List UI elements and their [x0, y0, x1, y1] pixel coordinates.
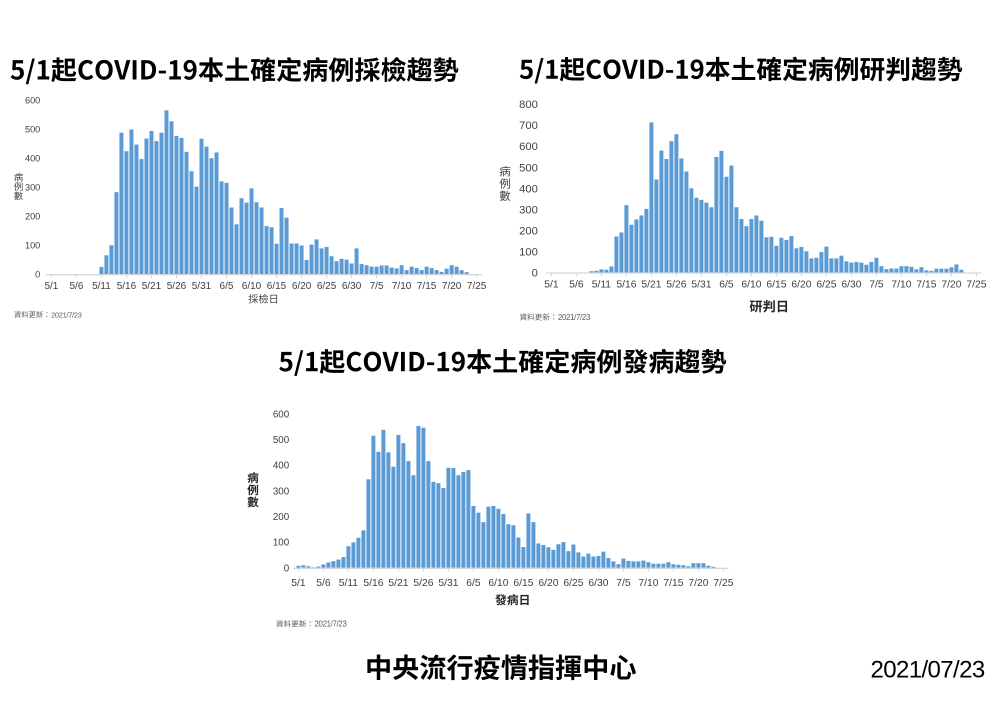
- svg-text:200: 200: [519, 225, 538, 237]
- svg-text:6/25: 6/25: [816, 279, 836, 290]
- svg-text:800: 800: [519, 99, 538, 111]
- svg-text:100: 100: [519, 246, 538, 258]
- svg-text:7/10: 7/10: [891, 279, 911, 290]
- svg-text:7/15: 7/15: [417, 281, 437, 292]
- svg-text:7/20: 7/20: [941, 279, 961, 290]
- svg-text:5/1: 5/1: [291, 578, 306, 589]
- svg-text:6/15: 6/15: [513, 578, 533, 589]
- svg-text:6/5: 6/5: [466, 578, 481, 589]
- svg-text:700: 700: [519, 120, 538, 132]
- svg-text:400: 400: [519, 183, 538, 195]
- svg-text:6/25: 6/25: [317, 281, 337, 292]
- svg-text:5/21: 5/21: [388, 578, 408, 589]
- svg-text:6/30: 6/30: [588, 578, 608, 589]
- svg-text:400: 400: [25, 154, 40, 164]
- svg-text:5/16: 5/16: [117, 281, 137, 292]
- svg-text:5/1: 5/1: [544, 279, 559, 290]
- svg-text:5/1: 5/1: [44, 281, 58, 292]
- svg-text:7/5: 7/5: [370, 281, 384, 292]
- svg-text:7/10: 7/10: [392, 281, 412, 292]
- svg-text:5/6: 5/6: [69, 281, 83, 292]
- svg-text:200: 200: [25, 212, 40, 222]
- svg-text:5/11: 5/11: [92, 281, 111, 292]
- svg-text:6/15: 6/15: [267, 281, 287, 292]
- svg-text:5/26: 5/26: [167, 281, 187, 292]
- svg-text:7/20: 7/20: [442, 281, 462, 292]
- svg-text:7/20: 7/20: [688, 578, 708, 589]
- svg-text:2021/7/23: 2021/7/23: [51, 310, 82, 319]
- svg-text:6/30: 6/30: [342, 281, 362, 292]
- svg-text:6/5: 6/5: [220, 281, 234, 292]
- svg-text:5/21: 5/21: [641, 279, 661, 290]
- svg-text:5/31: 5/31: [192, 281, 212, 292]
- svg-text:500: 500: [519, 162, 538, 174]
- svg-text:2021/7/23: 2021/7/23: [315, 620, 347, 629]
- svg-text:600: 600: [273, 409, 290, 420]
- svg-text:7/25: 7/25: [467, 281, 487, 292]
- svg-text:6/20: 6/20: [538, 578, 558, 589]
- svg-text:6/10: 6/10: [488, 578, 508, 589]
- svg-text:6/15: 6/15: [766, 279, 786, 290]
- svg-text:7/5: 7/5: [869, 279, 884, 290]
- svg-text:400: 400: [273, 461, 290, 472]
- svg-text:5/31: 5/31: [691, 279, 711, 290]
- svg-text:6/10: 6/10: [242, 281, 262, 292]
- svg-text:500: 500: [25, 125, 40, 135]
- svg-text:5/16: 5/16: [363, 578, 383, 589]
- svg-text:5/16: 5/16: [616, 279, 636, 290]
- svg-text:6/20: 6/20: [292, 281, 312, 292]
- svg-text:5/11: 5/11: [339, 578, 359, 589]
- svg-text:0: 0: [532, 268, 538, 280]
- svg-text:0: 0: [35, 270, 40, 280]
- svg-text:100: 100: [273, 538, 290, 549]
- svg-text:6/30: 6/30: [841, 279, 861, 290]
- svg-text:7/25: 7/25: [966, 279, 986, 290]
- svg-text:5/6: 5/6: [569, 279, 584, 290]
- svg-text:0: 0: [284, 563, 290, 574]
- svg-text:200: 200: [273, 512, 290, 523]
- svg-text:5/11: 5/11: [592, 279, 612, 290]
- svg-text:300: 300: [25, 183, 40, 193]
- svg-text:7/15: 7/15: [663, 578, 683, 589]
- svg-text:600: 600: [25, 96, 40, 106]
- svg-text:5/26: 5/26: [666, 279, 686, 290]
- svg-text:6/25: 6/25: [563, 578, 583, 589]
- svg-text:7/5: 7/5: [616, 578, 631, 589]
- svg-text:100: 100: [25, 241, 40, 251]
- svg-text:7/25: 7/25: [713, 578, 733, 589]
- svg-text:300: 300: [273, 486, 290, 497]
- svg-text:6/20: 6/20: [791, 279, 811, 290]
- svg-text:7/15: 7/15: [916, 279, 936, 290]
- svg-text:7/10: 7/10: [638, 578, 658, 589]
- svg-text:2021/7/23: 2021/7/23: [558, 313, 590, 322]
- svg-text:5/26: 5/26: [413, 578, 433, 589]
- svg-text:500: 500: [273, 435, 290, 446]
- svg-text:300: 300: [519, 204, 538, 216]
- svg-text:5/6: 5/6: [316, 578, 331, 589]
- svg-text:5/21: 5/21: [142, 281, 162, 292]
- svg-text:6/5: 6/5: [719, 279, 734, 290]
- svg-text:5/31: 5/31: [438, 578, 458, 589]
- svg-text:2021/07/23: 2021/07/23: [871, 656, 985, 683]
- svg-text:600: 600: [519, 141, 538, 153]
- svg-text:6/10: 6/10: [741, 279, 761, 290]
